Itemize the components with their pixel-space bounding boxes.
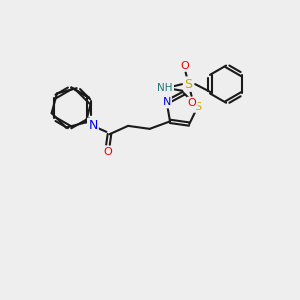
Text: O: O bbox=[181, 61, 189, 70]
Text: NH: NH bbox=[158, 83, 173, 93]
Text: O: O bbox=[188, 98, 197, 108]
Text: N: N bbox=[88, 119, 98, 132]
Text: O: O bbox=[103, 147, 112, 157]
Text: S: S bbox=[184, 78, 193, 91]
Text: N: N bbox=[163, 97, 171, 107]
Text: S: S bbox=[194, 102, 201, 112]
